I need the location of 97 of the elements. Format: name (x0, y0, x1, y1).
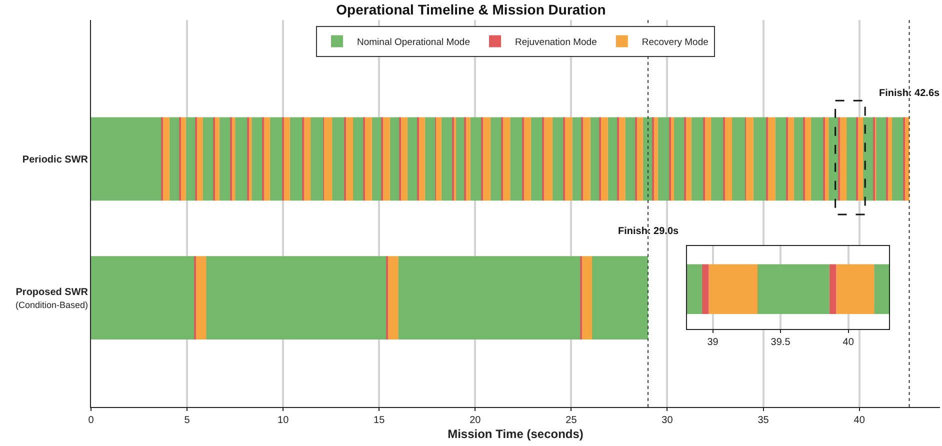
bar (162, 117, 170, 201)
x-tick-label: 40 (842, 336, 854, 348)
bar (324, 117, 332, 201)
ref-line-label: Finish: 42.6s (879, 88, 940, 99)
x-axis-title: Mission Time (seconds) (448, 426, 584, 441)
bar (846, 117, 857, 201)
bar (502, 117, 510, 201)
bar (592, 256, 648, 340)
x-tick-label: 25 (566, 415, 578, 426)
bar (590, 117, 600, 201)
bar (804, 117, 811, 201)
y-tick-label: Periodic SWR (22, 154, 89, 166)
bar (303, 117, 311, 201)
bar (353, 117, 364, 201)
x-tick-label: 39.5 (770, 336, 791, 348)
bar (235, 117, 248, 201)
bar (618, 117, 626, 201)
bar (332, 117, 345, 201)
bar (888, 117, 892, 201)
bar (390, 117, 400, 201)
bar (685, 117, 692, 201)
bar (758, 264, 830, 314)
y-tick-label: Proposed SWR (Condition-Based) (15, 286, 89, 310)
bar (775, 117, 786, 201)
bar (687, 264, 702, 314)
bar (753, 117, 766, 201)
bar (654, 117, 658, 201)
bar (456, 117, 465, 201)
x-tick-label: 0 (88, 415, 94, 426)
bar (708, 264, 758, 314)
bar (581, 256, 592, 340)
bar (407, 117, 418, 201)
bar (658, 117, 670, 201)
bar (625, 117, 636, 201)
legend-label: Rejuvenation Mode (515, 37, 597, 48)
bar (91, 256, 195, 340)
x-tick-label: 15 (374, 415, 386, 426)
bar (746, 117, 754, 201)
bar (636, 117, 643, 201)
bar (711, 117, 724, 201)
bar (858, 117, 863, 201)
bar (876, 117, 887, 201)
x-tick-label: 30 (662, 415, 674, 426)
bar (544, 117, 552, 201)
bar (810, 117, 824, 201)
bar (441, 117, 452, 201)
bar (482, 117, 490, 201)
bar (310, 117, 324, 201)
bar (702, 264, 709, 314)
bar (290, 117, 302, 201)
legend-label: Nominal Operational Mode (357, 37, 470, 48)
bar (263, 117, 270, 201)
x-tick-label: 39 (707, 336, 719, 348)
x-tick-label: 10 (278, 415, 290, 426)
bar (564, 117, 572, 201)
bar (346, 117, 353, 201)
bar (91, 117, 162, 201)
bar (196, 117, 203, 201)
bar (252, 117, 263, 201)
legend-label: Recovery Mode (642, 37, 708, 48)
x-tick-label: 35 (758, 415, 770, 426)
bar (206, 256, 387, 340)
bar (552, 117, 564, 201)
bar (836, 264, 874, 314)
bar (691, 117, 704, 201)
bar (794, 117, 804, 201)
bar (874, 264, 889, 314)
bar (169, 117, 180, 201)
bar (436, 117, 442, 201)
bar (424, 117, 436, 201)
bar (892, 117, 904, 201)
bar (840, 117, 846, 201)
bar (732, 117, 746, 201)
x-tick-label: 5 (184, 415, 190, 426)
bar (196, 256, 206, 340)
bar (829, 264, 836, 314)
ref-line-label: Finish: 29.0s (618, 226, 680, 237)
bar (219, 117, 231, 201)
bar (400, 117, 408, 201)
bar (600, 117, 608, 201)
bar (490, 117, 502, 201)
bar (470, 117, 482, 201)
bar (202, 117, 214, 201)
bar (582, 117, 590, 201)
chart-title: Operational Timeline & Mission Duration (336, 1, 606, 18)
bar (674, 117, 685, 201)
bar (388, 256, 398, 340)
bar (510, 117, 522, 201)
bar (186, 117, 196, 201)
bar (214, 117, 220, 201)
x-tick-label: 20 (470, 415, 482, 426)
bar (724, 117, 732, 201)
x-tick-label: 40 (854, 415, 866, 426)
bar (530, 117, 543, 201)
bar (382, 117, 390, 201)
bar (270, 117, 282, 201)
bar (398, 256, 580, 340)
